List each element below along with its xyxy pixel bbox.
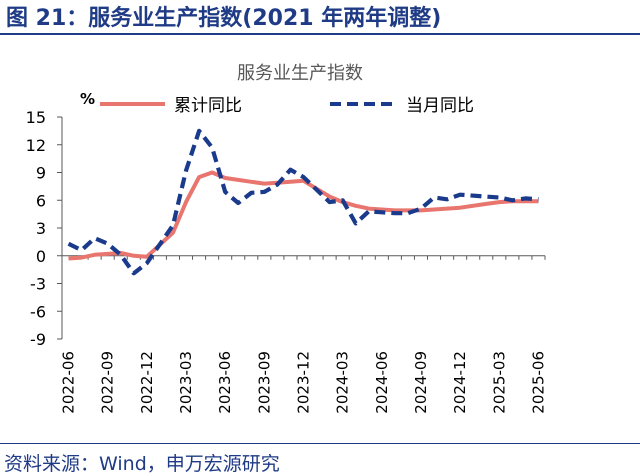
- y-tick-label: 0: [36, 247, 46, 266]
- x-tick-label: 2023-09: [255, 351, 273, 414]
- chart-title: 服务业生产指数: [237, 63, 363, 84]
- figure-title: 图 21：服务业生产指数(2021 年两年调整): [6, 6, 442, 31]
- source-note: 资料来源：Wind，申万宏源研究: [4, 453, 280, 475]
- x-tick-label: 2023-12: [295, 351, 313, 414]
- legend: 累计同比 当月同比: [100, 96, 474, 116]
- x-tick-label: 2023-03: [177, 351, 195, 414]
- legend-label-cumulative: 累计同比: [174, 96, 242, 116]
- x-tick-label: 2025-06: [529, 351, 547, 414]
- y-tick-label: 12: [26, 136, 46, 155]
- x-tick-label: 2022-09: [99, 351, 117, 414]
- legend-label-monthly: 当月同比: [406, 96, 474, 116]
- x-tick-label: 2024-06: [373, 351, 391, 414]
- x-tick-label: 2024-12: [451, 351, 469, 414]
- x-tick-label: 2022-06: [60, 351, 78, 414]
- x-tick-label: 2024-03: [334, 351, 352, 414]
- plot-area: [67, 128, 539, 276]
- bottom-rule: [0, 443, 640, 444]
- y-tick-label: 9: [36, 164, 46, 183]
- series-line-monthly: [67, 128, 539, 276]
- y-tick-label: 6: [36, 191, 46, 210]
- y-tick-label: -3: [30, 275, 46, 294]
- y-tick-label: -9: [30, 330, 46, 349]
- y-tick-label: 15: [26, 108, 46, 127]
- y-tick-label: -6: [30, 302, 46, 321]
- series-line-cumulative: [68, 170, 539, 261]
- y-axis-unit: %: [80, 90, 95, 108]
- x-tick-label: 2024-09: [412, 351, 430, 414]
- y-axis: -9 -6 -3 0 3 6 9 12 15: [26, 108, 63, 349]
- x-tick-label: 2023-06: [216, 351, 234, 414]
- x-tick-label: 2025-03: [490, 351, 508, 414]
- x-axis: 2022-06 2022-09 2022-12 2023-03 2023-06 2023-…: [60, 255, 547, 414]
- y-tick-label: 3: [36, 219, 46, 238]
- x-tick-label: 2022-12: [138, 351, 156, 414]
- title-rule: [0, 33, 640, 35]
